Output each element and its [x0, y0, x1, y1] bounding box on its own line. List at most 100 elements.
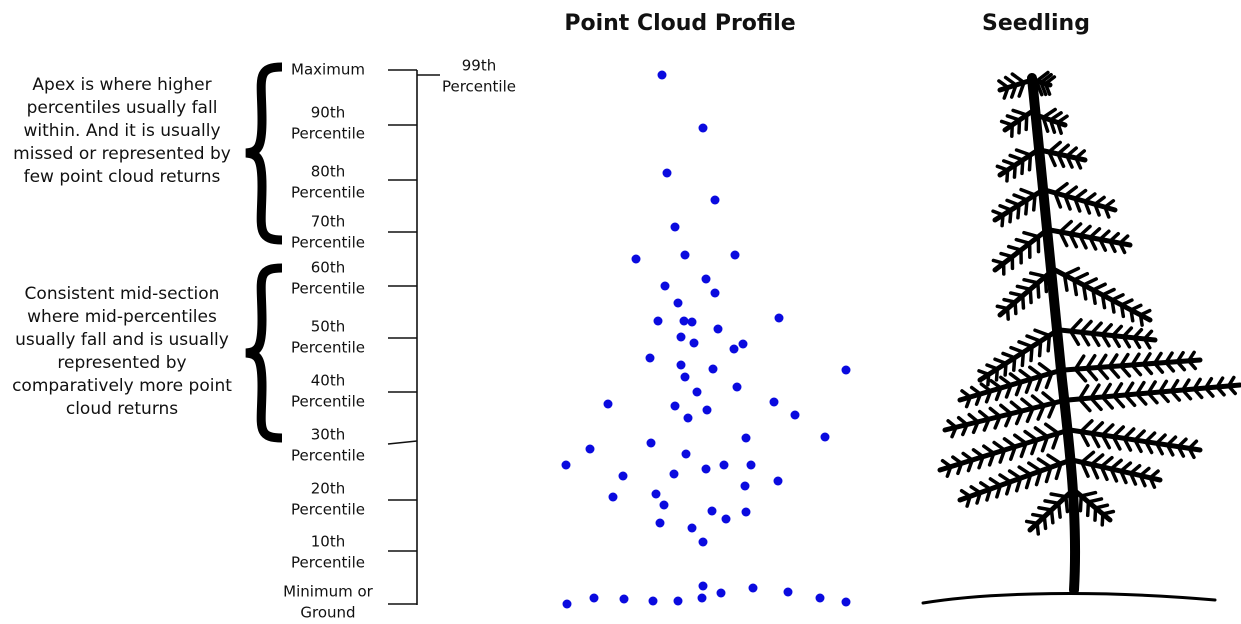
needle: [1024, 233, 1038, 237]
point: [739, 340, 748, 349]
annotation-line: where mid-percentiles: [27, 307, 217, 327]
point: [730, 345, 739, 354]
needle: [1031, 273, 1046, 276]
point-cloud: [562, 71, 851, 609]
point: [671, 223, 680, 232]
needle: [1084, 279, 1097, 285]
needle: [1065, 268, 1079, 275]
point: [649, 597, 658, 606]
needle: [1012, 74, 1024, 82]
point: [693, 388, 702, 397]
needle: [1112, 295, 1123, 300]
point: [670, 470, 679, 479]
scale-label: Percentile: [291, 554, 365, 572]
needle: [1006, 78, 1016, 85]
point: [749, 584, 758, 593]
scale-label: Minimum or: [283, 583, 373, 601]
needle: [1007, 200, 1019, 205]
needle: [1014, 195, 1027, 200]
point: [690, 339, 699, 348]
annotation-line: represented by: [57, 353, 186, 373]
point: [661, 282, 670, 291]
needle: [1095, 508, 1096, 520]
point: [733, 383, 742, 392]
needle: [1033, 396, 1044, 405]
needle: [1014, 358, 1015, 370]
point: [682, 450, 691, 459]
needle: [1020, 371, 1031, 379]
needle: [1038, 459, 1050, 467]
point: [816, 594, 825, 603]
annotation-line: Apex is where higher: [32, 75, 211, 95]
needle: [995, 359, 1006, 363]
needle: [1048, 336, 1049, 351]
annotation-line: comparatively more point: [12, 376, 232, 396]
scale-label: 40th: [311, 372, 345, 390]
point: [677, 333, 686, 342]
point: [563, 600, 572, 609]
needle: [1007, 170, 1008, 181]
needle: [1045, 501, 1059, 503]
needle: [1074, 280, 1076, 295]
needle: [1014, 165, 1015, 177]
needle: [1112, 300, 1114, 312]
scale-label: Percentile: [291, 280, 365, 298]
scale-label: Percentile: [291, 501, 365, 519]
point: [698, 594, 707, 603]
point: [699, 124, 708, 133]
scale-label: 10th: [311, 533, 345, 551]
annotation-line: cloud returns: [66, 399, 178, 419]
point: [654, 317, 663, 326]
point: [652, 490, 661, 499]
brace: [246, 268, 282, 438]
point: [842, 598, 851, 607]
needle: [1088, 499, 1101, 502]
needle: [1043, 393, 1055, 403]
point: [747, 461, 756, 470]
point: [731, 251, 740, 260]
point: [684, 414, 693, 423]
needle: [1025, 432, 1037, 440]
point: [720, 461, 729, 470]
scale-label: 80th: [311, 163, 345, 181]
annotation-line: missed or represented by: [13, 144, 231, 164]
needle: [1016, 240, 1029, 244]
needle: [1001, 254, 1012, 257]
needle: [1051, 113, 1062, 120]
point: [711, 289, 720, 298]
needle: [1018, 205, 1019, 218]
scale-label: Percentile: [291, 184, 365, 202]
needle: [1026, 115, 1027, 129]
needle: [1029, 463, 1041, 471]
point: [709, 365, 718, 374]
ground: [923, 594, 1215, 603]
scale-label: Percentile: [291, 447, 365, 465]
needle: [1093, 284, 1105, 290]
needle: [1026, 200, 1027, 214]
needle: [1015, 435, 1026, 443]
needle: [1074, 274, 1087, 280]
point: [681, 373, 690, 382]
point: [674, 299, 683, 308]
point: [632, 255, 641, 264]
point: [699, 538, 708, 547]
diagram: Point Cloud Profile Seedling Maximum90th…: [0, 0, 1241, 624]
point: [708, 507, 717, 516]
needle: [1092, 455, 1103, 464]
needle: [1022, 399, 1033, 408]
scale-label: 20th: [311, 480, 345, 498]
scale-label: 70th: [311, 213, 345, 231]
scale-label: 60th: [311, 259, 345, 277]
needle: [984, 446, 994, 453]
needle: [1093, 290, 1095, 303]
point: [590, 594, 599, 603]
needle: [1017, 150, 1031, 155]
needle: [1084, 285, 1086, 299]
scale-tick: [388, 441, 417, 444]
needle: [990, 479, 1000, 486]
point: [646, 354, 655, 363]
needle: [1060, 222, 1071, 232]
point: [680, 317, 689, 326]
point: [722, 515, 731, 524]
point: [677, 361, 686, 370]
